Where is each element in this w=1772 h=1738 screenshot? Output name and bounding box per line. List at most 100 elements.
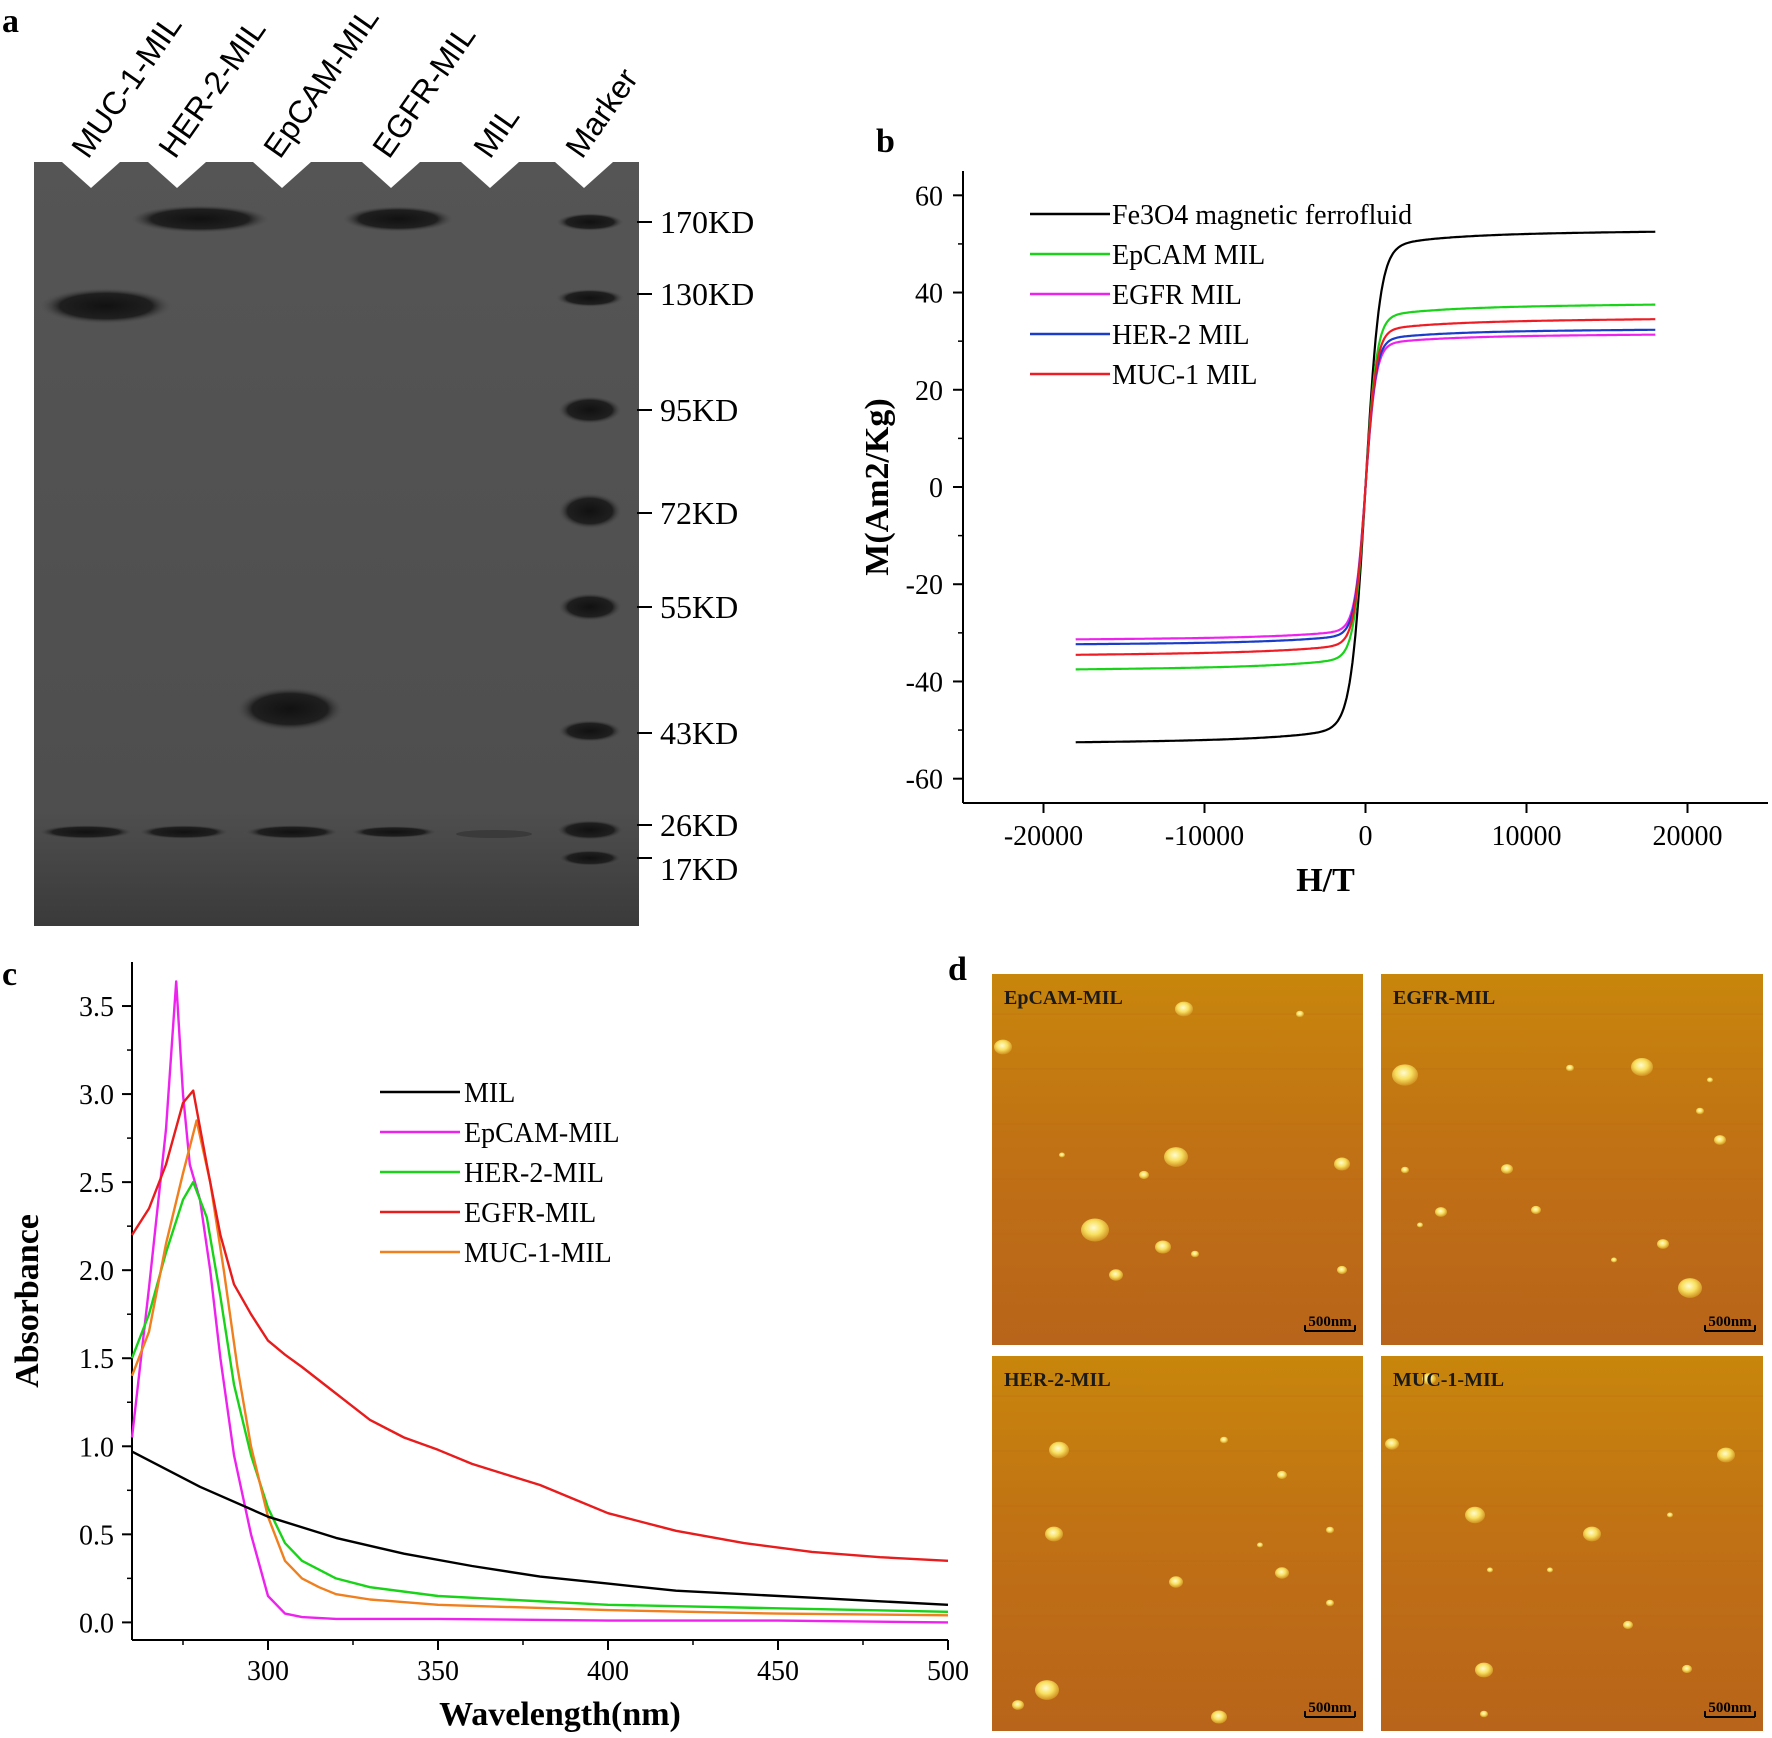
gel-band	[350, 826, 438, 838]
legend-label: MIL	[464, 1078, 515, 1109]
series-line	[130, 1089, 949, 1562]
legend-label: EpCAM MIL	[1112, 240, 1265, 271]
y-tick-label: 0.0	[79, 1608, 114, 1639]
legend-label: EGFR MIL	[1112, 280, 1242, 311]
scale-bar-label: 500nm	[1308, 1700, 1352, 1716]
legend-label: Fe3O4 magnetic ferrofluid	[1112, 200, 1412, 231]
x-tick-label: 500	[927, 1656, 969, 1687]
legend-label: HER-2-MIL	[464, 1158, 604, 1189]
gel-band	[130, 205, 270, 233]
y-tick-label: -60	[906, 765, 943, 796]
y-tick-label: 1.5	[79, 1344, 114, 1375]
marker-label: 95KD	[660, 392, 738, 428]
afm-particle	[1531, 1205, 1541, 1215]
y-tick-label: 3.0	[79, 1080, 114, 1111]
y-tick-label: -20	[906, 570, 943, 601]
x-axis-title: H/T	[1296, 862, 1355, 899]
gel-band	[38, 825, 134, 839]
marker-label: 55KD	[660, 589, 738, 625]
x-tick-label: 300	[247, 1656, 289, 1687]
afm-particle	[994, 1039, 1012, 1055]
afm-particle	[1059, 1152, 1065, 1158]
scale-bar-label: 500nm	[1308, 1314, 1352, 1330]
afm-particle	[1109, 1269, 1123, 1281]
afm-particle	[1191, 1250, 1199, 1258]
afm-particle	[1631, 1057, 1653, 1077]
gel-band	[40, 288, 172, 324]
series-line	[131, 1450, 949, 1606]
afm-particle	[1435, 1207, 1447, 1217]
marker-label: 26KD	[660, 807, 738, 843]
afm-particle	[1296, 1010, 1304, 1018]
panel-a-letter: a	[2, 3, 19, 40]
afm-particle	[1326, 1526, 1334, 1534]
x-tick-label: 20000	[1653, 821, 1723, 852]
afm-particle	[1417, 1222, 1423, 1228]
afm-particle	[1465, 1506, 1485, 1524]
marker-bands	[556, 213, 624, 866]
afm-particle	[1657, 1239, 1669, 1249]
x-tick-label: -10000	[1165, 821, 1244, 852]
afm-particle	[1334, 1157, 1350, 1171]
afm-particle	[1155, 1240, 1171, 1254]
afm-particle	[1337, 1265, 1347, 1275]
legend-label: MUC-1-MIL	[464, 1238, 612, 1269]
afm-particle	[1714, 1135, 1726, 1145]
legend-label: EpCAM-MIL	[464, 1118, 620, 1149]
gel-band	[244, 825, 340, 839]
panel-c-letter: c	[2, 956, 17, 993]
afm-particle	[1501, 1164, 1513, 1174]
panel-d-letter: d	[948, 951, 967, 988]
y-tick-label: 2.5	[79, 1168, 114, 1199]
y-tick-label: 2.0	[79, 1256, 114, 1287]
y-tick-label: 0.5	[79, 1520, 114, 1551]
afm-particle	[1422, 1373, 1436, 1385]
y-tick-label: 20	[915, 376, 943, 407]
afm-image	[1381, 1356, 1763, 1731]
lane-label: EGFR-MIL	[365, 18, 482, 164]
gel-band	[138, 825, 230, 839]
x-tick-label: 10000	[1492, 821, 1562, 852]
scale-bar-label: 500nm	[1708, 1314, 1752, 1330]
afm-particle	[1480, 1710, 1488, 1718]
afm-particle	[1678, 1278, 1702, 1298]
y-tick-label: 3.5	[79, 992, 114, 1023]
y-axis-title: Absorbance	[9, 1214, 46, 1388]
afm-particle	[1392, 1064, 1418, 1086]
y-tick-label: -40	[906, 667, 943, 698]
afm-image	[992, 1356, 1363, 1731]
series-line	[130, 980, 949, 1624]
afm-particle	[1611, 1257, 1617, 1263]
afm-particle	[1277, 1470, 1287, 1480]
lane-label: EpCAM-MIL	[256, 1, 385, 164]
gel-band	[342, 206, 454, 232]
y-tick-label: 1.0	[79, 1432, 114, 1463]
panel-c-absorbance-chart: c 0.0 0.5 1.0 1.5 2.0 2.5 3.0 3.5 300 350 400 450 50…	[2, 956, 969, 1733]
afm-particle	[1717, 1447, 1735, 1463]
marker-labels: 170KD 130KD 95KD 72KD 55KD 43KD 26KD 17K…	[637, 204, 754, 887]
x-tick-label: 0	[1359, 821, 1373, 852]
gel-band	[456, 830, 532, 838]
x-tick-label: -20000	[1004, 821, 1083, 852]
x-tick-label: 350	[417, 1656, 459, 1687]
afm-particle	[1696, 1107, 1704, 1115]
panel-b-magnetization-chart: b -60 -40 -20 0 20 40 60 -20000 -10000 0 10000 2000…	[859, 123, 1768, 899]
legend-label: MUC-1 MIL	[1112, 360, 1257, 391]
afm-image-label: HER-2-MIL	[1004, 1369, 1111, 1391]
afm-particle	[1707, 1077, 1713, 1083]
y-tick-label: 0	[929, 473, 943, 504]
series-line	[1075, 318, 1656, 656]
x-tick-label: 400	[587, 1656, 629, 1687]
marker-label: 72KD	[660, 495, 738, 531]
lane-label: MIL	[466, 100, 526, 164]
afm-particle	[1081, 1218, 1109, 1242]
afm-image-label: MUC-1-MIL	[1393, 1369, 1504, 1391]
afm-particle	[1139, 1170, 1149, 1180]
afm-particle	[1623, 1620, 1633, 1630]
lane-labels: MUC-1-MIL HER-2-MIL EpCAM-MIL EGFR-MIL M…	[64, 1, 645, 164]
afm-image-label: EpCAM-MIL	[1004, 987, 1123, 1009]
afm-particle	[1049, 1441, 1069, 1459]
x-axis-title: Wavelength(nm)	[439, 1696, 681, 1733]
lane-notches	[62, 162, 613, 188]
